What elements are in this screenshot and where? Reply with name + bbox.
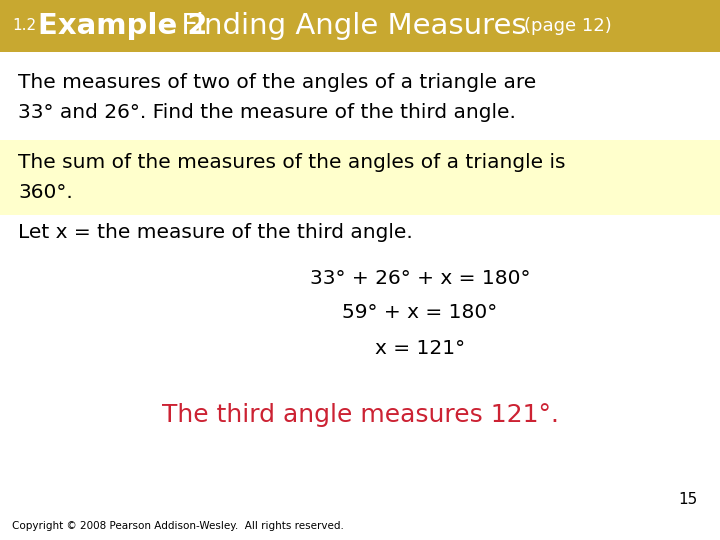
Text: (page 12): (page 12) (524, 17, 612, 35)
Text: Finding Angle Measures: Finding Angle Measures (172, 12, 526, 40)
Text: Let x = the measure of the third angle.: Let x = the measure of the third angle. (18, 222, 413, 241)
Text: 33° and 26°. Find the measure of the third angle.: 33° and 26°. Find the measure of the thi… (18, 103, 516, 122)
Text: x = 121°: x = 121° (375, 339, 465, 357)
Text: 33° + 26° + x = 180°: 33° + 26° + x = 180° (310, 268, 530, 287)
Text: 15: 15 (679, 492, 698, 508)
Text: Copyright © 2008 Pearson Addison-Wesley.  All rights reserved.: Copyright © 2008 Pearson Addison-Wesley.… (12, 521, 344, 531)
Text: 59° + x = 180°: 59° + x = 180° (343, 303, 498, 322)
Bar (0, 140, 720, 215)
Text: 360°.: 360°. (18, 184, 73, 202)
Text: Example 2: Example 2 (38, 12, 207, 40)
Text: The third angle measures 121°.: The third angle measures 121°. (161, 403, 559, 427)
Text: The sum of the measures of the angles of a triangle is: The sum of the measures of the angles of… (18, 152, 565, 172)
Text: The measures of two of the angles of a triangle are: The measures of two of the angles of a t… (18, 72, 536, 91)
Text: 1.2: 1.2 (12, 18, 36, 33)
Bar (0, 0, 720, 52)
